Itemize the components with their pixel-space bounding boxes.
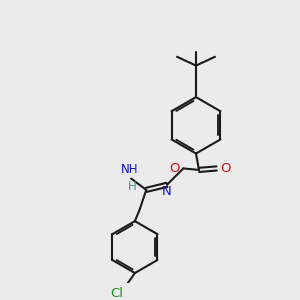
Text: Cl: Cl [110, 287, 123, 300]
Text: N: N [162, 185, 172, 198]
Text: H: H [128, 180, 136, 193]
Text: O: O [169, 162, 180, 175]
Text: O: O [220, 162, 231, 175]
Text: NH: NH [121, 163, 138, 176]
